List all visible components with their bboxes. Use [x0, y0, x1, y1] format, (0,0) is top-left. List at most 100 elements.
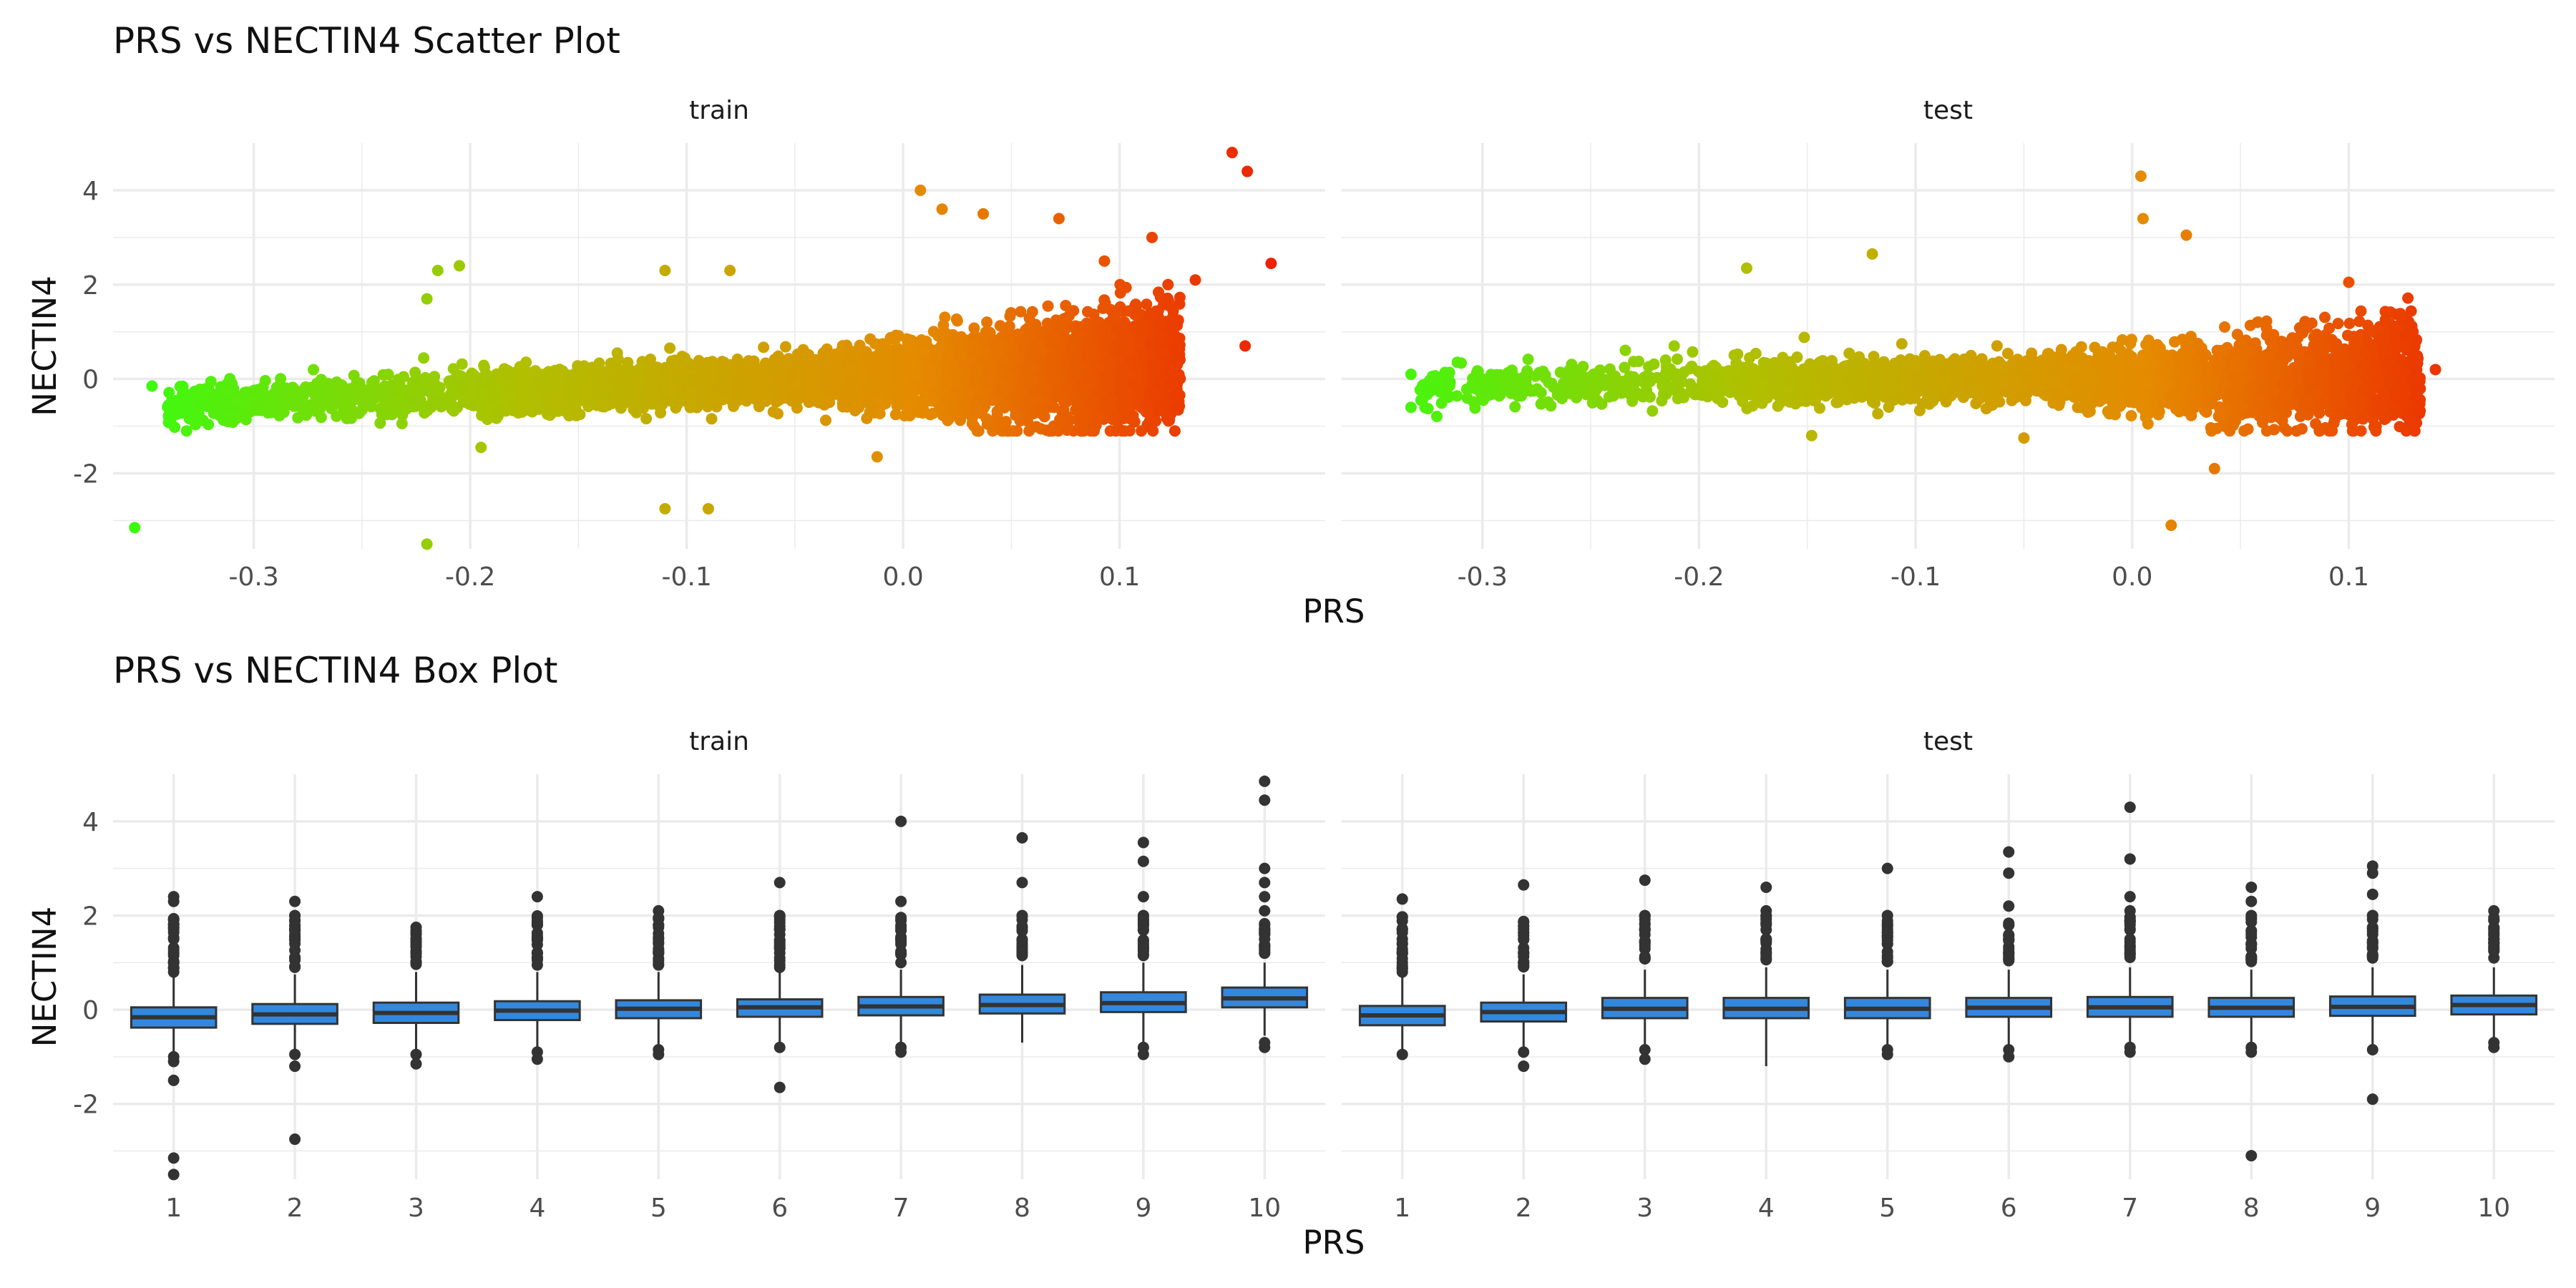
- scatter-x-tick-label: -0.2: [445, 562, 495, 592]
- scatter-point: [1108, 411, 1121, 424]
- scatter-point: [1107, 312, 1119, 324]
- scatter-point: [864, 333, 877, 345]
- scatter-point: [996, 417, 1008, 429]
- scatter-point: [803, 396, 815, 409]
- box-plot-title: PRS vs NECTIN4 Box Plot: [113, 650, 558, 691]
- scatter-point: [899, 410, 911, 421]
- scatter-point: [521, 366, 533, 379]
- scatter-point: [950, 313, 962, 325]
- scatter-point: [200, 383, 211, 395]
- scatter-point: [512, 407, 525, 419]
- scatter-point: [341, 412, 353, 424]
- scatter-point: [331, 410, 343, 422]
- scatter-point: [1010, 409, 1022, 421]
- scatter-x-tick-label: -0.1: [662, 562, 712, 592]
- scatter-point: [1116, 362, 1128, 374]
- scatter-point: [192, 413, 205, 425]
- scatter-point: [942, 414, 954, 426]
- scatter-point: [613, 378, 625, 390]
- scatter-point: [502, 364, 514, 376]
- scatter-point: [758, 341, 770, 353]
- scatter-point: [945, 404, 957, 416]
- scatter-point: [668, 354, 680, 366]
- scatter-point: [309, 398, 321, 410]
- scatter-plot-title: PRS vs NECTIN4 Scatter Plot: [113, 20, 620, 62]
- scatter-point: [348, 369, 360, 381]
- scatter-point: [972, 425, 985, 437]
- scatter-point: [1044, 425, 1056, 437]
- scatter-point: [409, 366, 421, 379]
- scatter-cloud-train: [162, 278, 1186, 437]
- scatter-point: [286, 391, 298, 404]
- scatter-point: [403, 401, 415, 413]
- scatter-point: [350, 385, 362, 397]
- scatter-point: [1004, 310, 1016, 322]
- scatter-point: [241, 388, 253, 400]
- scatter-point: [728, 400, 739, 412]
- scatter-point: [909, 360, 922, 372]
- scatter-point: [1137, 320, 1149, 332]
- scatter-facet-label-train: train: [689, 96, 749, 125]
- scatter-point: [776, 379, 788, 391]
- scatter-point: [308, 364, 319, 376]
- scatter-point: [374, 417, 386, 429]
- scatter-point: [1097, 302, 1109, 314]
- scatter-point: [836, 395, 849, 407]
- scatter-point: [901, 333, 913, 345]
- scatter-point: [1174, 291, 1186, 303]
- scatter-point: [1095, 323, 1106, 336]
- scatter-point: [574, 409, 586, 421]
- scatter-point: [1042, 300, 1054, 312]
- scatter-x-tick-label: -0.3: [229, 562, 279, 592]
- scatter-point: [1144, 421, 1156, 434]
- scatter-point: [386, 409, 398, 421]
- scatter-point: [1153, 311, 1165, 323]
- scatter-point: [174, 381, 186, 393]
- scatter-point: [1163, 410, 1176, 422]
- scatter-point: [981, 316, 993, 328]
- scatter-point: [967, 331, 980, 343]
- scatter-point: [275, 373, 287, 385]
- scatter-point: [1166, 318, 1178, 331]
- scatter-point: [557, 365, 569, 377]
- scatter-point: [163, 386, 175, 399]
- scatter-point: [1166, 377, 1179, 389]
- scatter-point: [640, 413, 653, 425]
- scatter-point: [1154, 291, 1166, 303]
- scatter-point: [645, 369, 657, 381]
- scatter-point: [874, 408, 886, 419]
- scatter-point: [820, 414, 831, 426]
- scatter-point: [456, 358, 468, 370]
- scatter-point: [1162, 278, 1174, 291]
- scatter-point: [1158, 396, 1171, 408]
- scatter-point: [221, 416, 233, 427]
- scatter-point: [1061, 384, 1073, 396]
- scatter-point: [611, 347, 623, 359]
- scatter-point: [180, 425, 192, 437]
- scatter-point: [203, 419, 215, 431]
- scatter-point: [660, 394, 672, 406]
- scatter-point: [968, 322, 980, 334]
- scatter-point: [330, 377, 342, 389]
- scatter-point: [847, 346, 859, 358]
- scatter-point: [1129, 308, 1141, 321]
- scatter-point: [1072, 396, 1084, 409]
- scatter-x-tick-label: 0.0: [882, 562, 923, 592]
- scatter-point: [491, 408, 502, 420]
- scatter-point: [1167, 305, 1179, 317]
- scatter-point: [1026, 306, 1038, 318]
- scatter-point: [1120, 281, 1132, 293]
- scatter-point: [634, 363, 646, 375]
- scatter-point: [1116, 424, 1128, 436]
- scatter-point: [1123, 344, 1135, 356]
- scatter-point: [1082, 306, 1093, 318]
- scatter-point: [664, 342, 676, 354]
- scatter-point: [1130, 298, 1142, 311]
- scatter-point: [991, 405, 1003, 417]
- scatter-point: [1078, 425, 1090, 437]
- scatter-point: [915, 345, 927, 357]
- scatter-point: [970, 366, 982, 378]
- scatter-point: [599, 396, 611, 409]
- scatter-point: [396, 418, 408, 429]
